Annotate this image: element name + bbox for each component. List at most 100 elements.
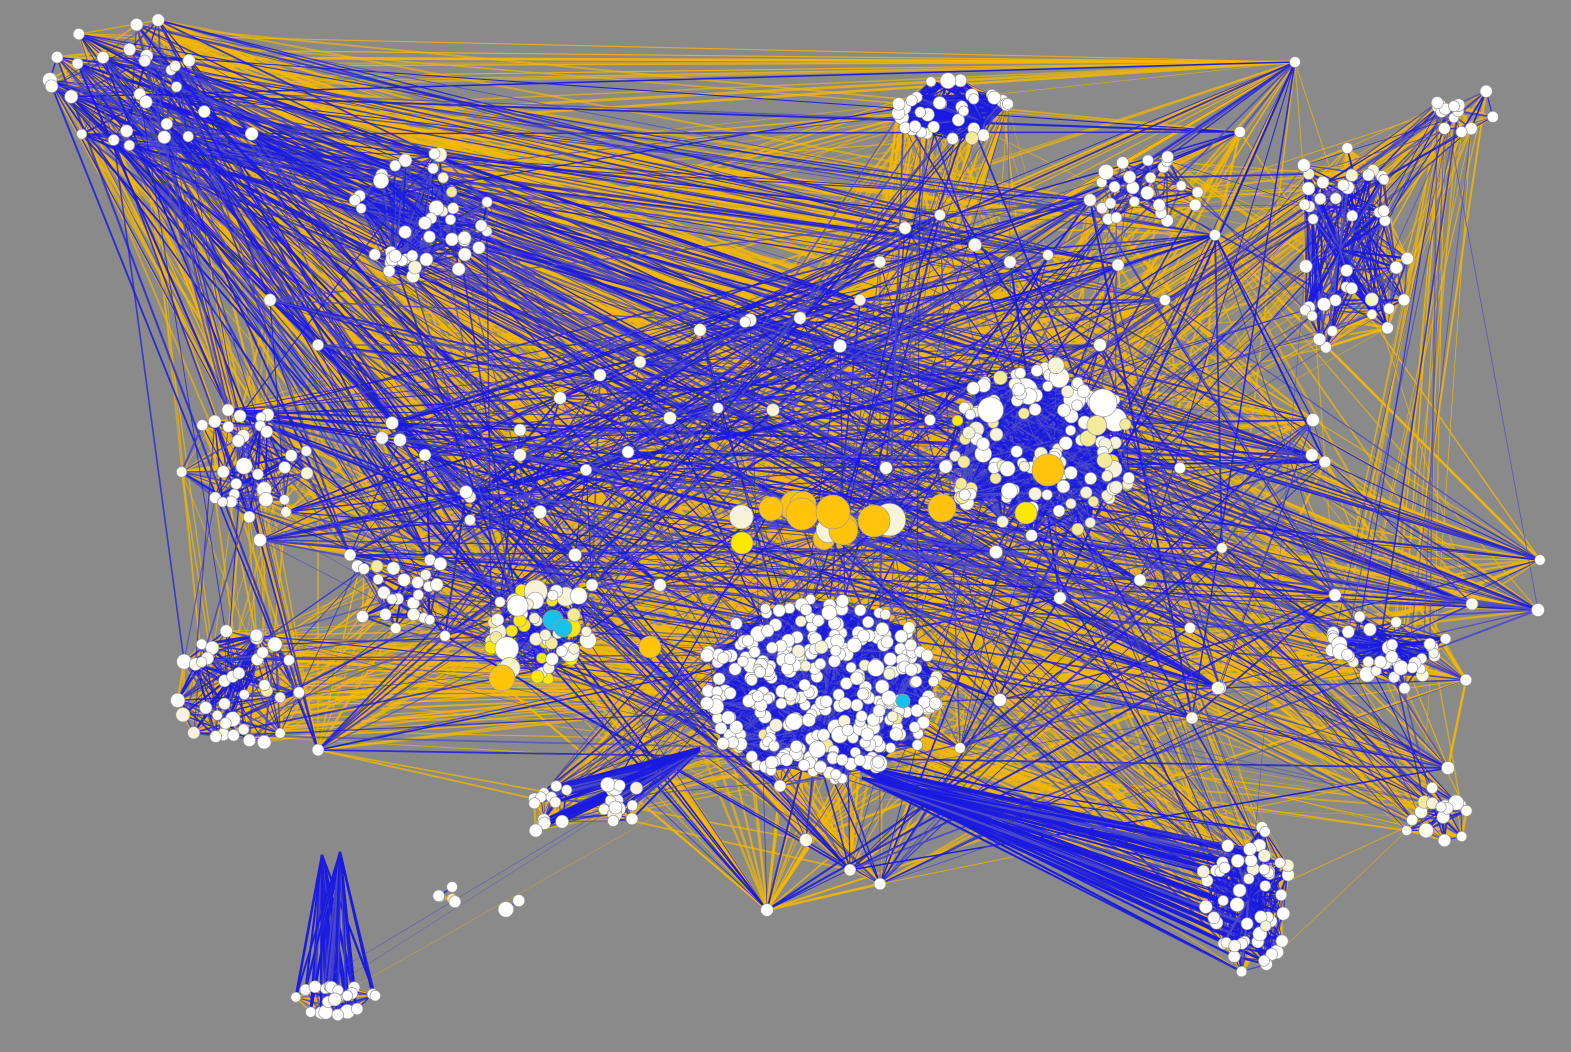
graph-node[interactable]: [714, 721, 728, 735]
graph-node[interactable]: [1298, 259, 1313, 274]
graph-node[interactable]: [547, 589, 559, 602]
graph-node[interactable]: [1378, 174, 1390, 186]
graph-node[interactable]: [1087, 496, 1099, 508]
graph-node[interactable]: [1306, 413, 1320, 427]
graph-node[interactable]: [216, 465, 230, 479]
graph-node[interactable]: [258, 492, 274, 507]
graph-node[interactable]: [1188, 198, 1202, 212]
graph-node[interactable]: [513, 448, 527, 462]
graph-node[interactable]: [1028, 403, 1042, 416]
graph-node[interactable]: [760, 603, 771, 614]
graph-node[interactable]: [1065, 424, 1077, 436]
graph-node[interactable]: [372, 573, 384, 585]
graph-node[interactable]: [231, 434, 245, 448]
graph-node[interactable]: [1240, 917, 1254, 931]
graph-node[interactable]: [1346, 210, 1359, 222]
graph-node[interactable]: [1083, 193, 1097, 207]
graph-node[interactable]: [883, 667, 896, 681]
graph-node[interactable]: [871, 755, 885, 769]
graph-node[interactable]: [860, 727, 875, 741]
graph-node[interactable]: [1175, 180, 1187, 192]
graph-node[interactable]: [170, 81, 183, 93]
graph-node[interactable]: [1196, 864, 1210, 879]
graph-node[interactable]: [958, 105, 970, 117]
graph-node[interactable]: [1259, 826, 1271, 838]
graph-node[interactable]: [964, 408, 976, 421]
graph-node[interactable]: [530, 669, 545, 684]
graph-node[interactable]: [1003, 255, 1017, 269]
graph-node[interactable]: [446, 186, 458, 198]
graph-node[interactable]: [783, 602, 796, 614]
graph-node[interactable]: [1448, 100, 1460, 112]
graph-node[interactable]: [892, 97, 906, 111]
graph-node[interactable]: [745, 750, 758, 763]
graph-node[interactable]: [553, 391, 567, 405]
graph-node[interactable]: [1329, 192, 1342, 205]
graph-node[interactable]: [1234, 126, 1246, 138]
graph-node[interactable]: [1041, 489, 1053, 501]
graph-node[interactable]: [389, 159, 402, 172]
graph-node[interactable]: [934, 209, 946, 221]
graph-node[interactable]: [758, 496, 784, 522]
graph-node[interactable]: [585, 578, 599, 592]
graph-node[interactable]: [506, 594, 529, 617]
graph-node[interactable]: [1306, 310, 1318, 322]
graph-node[interactable]: [233, 409, 247, 423]
graph-node[interactable]: [754, 666, 767, 679]
graph-node[interactable]: [621, 445, 635, 459]
graph-node[interactable]: [1058, 436, 1073, 450]
graph-node[interactable]: [398, 225, 412, 239]
graph-node[interactable]: [267, 636, 283, 652]
graph-node[interactable]: [129, 18, 144, 32]
graph-node[interactable]: [444, 214, 457, 226]
graph-node[interactable]: [751, 690, 764, 703]
graph-node[interactable]: [814, 760, 827, 774]
graph-node-gold-hub-h[interactable]: [488, 664, 516, 692]
graph-node[interactable]: [1393, 660, 1409, 676]
graph-node[interactable]: [625, 812, 639, 826]
graph-node[interactable]: [873, 877, 887, 891]
graph-node[interactable]: [1096, 452, 1113, 469]
graph-node[interactable]: [1109, 480, 1123, 495]
graph-node[interactable]: [227, 729, 240, 742]
graph-node[interactable]: [769, 718, 783, 732]
graph-node[interactable]: [169, 60, 181, 72]
graph-node[interactable]: [951, 414, 964, 427]
graph-node[interactable]: [1057, 403, 1071, 418]
graph-node[interactable]: [539, 629, 552, 642]
graph-node[interactable]: [1211, 681, 1225, 695]
graph-node[interactable]: [1258, 863, 1270, 876]
graph-node[interactable]: [428, 147, 441, 160]
graph-node[interactable]: [235, 457, 253, 475]
graph-node-cyan-node-2[interactable]: [553, 618, 573, 638]
graph-node[interactable]: [123, 139, 135, 152]
graph-node-gold-hub-e[interactable]: [1031, 453, 1065, 487]
graph-node[interactable]: [1243, 842, 1257, 856]
graph-node[interactable]: [1418, 822, 1434, 839]
graph-node[interactable]: [252, 468, 264, 481]
graph-node[interactable]: [1174, 462, 1186, 474]
graph-node[interactable]: [966, 381, 981, 395]
graph-node[interactable]: [300, 445, 312, 457]
graph-node-gold-hub-c[interactable]: [857, 504, 891, 538]
graph-node[interactable]: [999, 460, 1016, 477]
graph-node[interactable]: [846, 637, 862, 653]
graph-node[interactable]: [977, 396, 1004, 424]
graph-node[interactable]: [1235, 965, 1248, 978]
graph-node[interactable]: [195, 656, 208, 668]
graph-node[interactable]: [237, 723, 250, 736]
graph-node[interactable]: [716, 737, 730, 751]
graph-node[interactable]: [494, 636, 519, 661]
graph-node[interactable]: [1401, 825, 1413, 836]
graph-node[interactable]: [244, 126, 259, 141]
graph-node[interactable]: [1076, 384, 1091, 398]
graph-node[interactable]: [908, 120, 922, 133]
graph-node[interactable]: [957, 455, 971, 469]
graph-node[interactable]: [1341, 648, 1354, 661]
graph-node[interactable]: [1111, 258, 1125, 272]
graph-node[interactable]: [850, 698, 864, 712]
graph-node[interactable]: [218, 697, 231, 710]
graph-node[interactable]: [300, 466, 314, 480]
graph-node[interactable]: [773, 779, 787, 793]
